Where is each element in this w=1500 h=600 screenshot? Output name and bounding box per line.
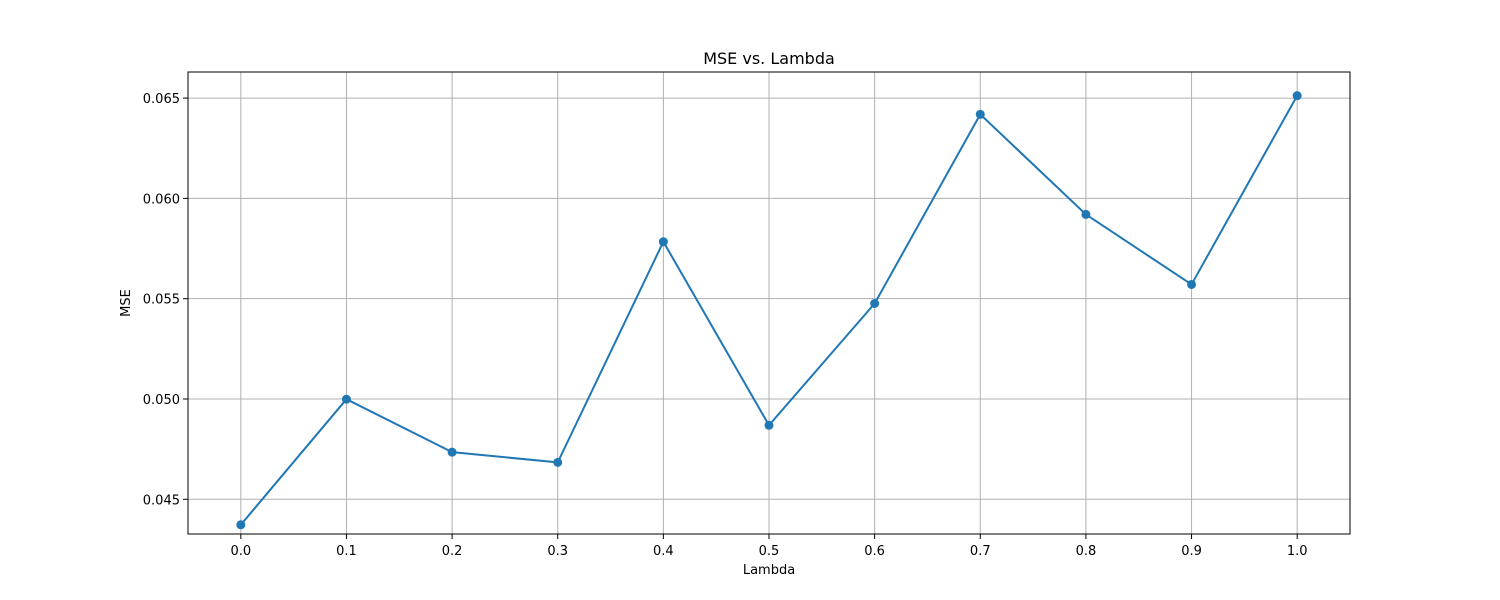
data-point — [975, 109, 985, 119]
y-tick-label: 0.050 — [143, 393, 180, 408]
data-point — [870, 299, 880, 308]
y-tick-label: 0.065 — [143, 92, 180, 107]
x-tick-label: 0.3 — [547, 544, 568, 559]
data-point — [447, 447, 457, 457]
data-point — [764, 420, 774, 430]
x-tick-label: 0.7 — [970, 544, 991, 559]
x-tick-label: 0.1 — [336, 544, 357, 559]
chart-title: MSE vs. Lambda — [703, 49, 835, 68]
x-tick-label: 0.9 — [1181, 544, 1202, 559]
data-point — [236, 520, 246, 530]
x-tick-label: 0.6 — [864, 544, 885, 559]
data-point — [658, 237, 668, 247]
data-point — [1292, 91, 1302, 101]
x-tick-label: 0.0 — [230, 544, 251, 559]
data-point — [1081, 209, 1091, 219]
y-tick-label: 0.055 — [143, 293, 180, 308]
x-axis-label: Lambda — [743, 563, 795, 578]
x-tick-label: 0.2 — [442, 544, 463, 559]
y-axis-label: MSE — [119, 289, 134, 317]
data-point — [553, 457, 563, 467]
data-point — [1187, 279, 1197, 289]
x-tick-label: 0.5 — [759, 544, 780, 559]
x-axis-ticks: 0.0 0.1 0.2 0.3 0.4 0.5 0.6 0.7 0.8 0.9 1.0 — [230, 534, 1308, 559]
x-tick-label: 1.0 — [1287, 544, 1308, 559]
grid-lines — [188, 72, 1350, 534]
y-tick-label: 0.060 — [143, 192, 180, 207]
series-layer — [236, 91, 1302, 530]
x-tick-label: 0.4 — [653, 544, 674, 559]
y-axis-ticks: 0.045 0.050 0.055 0.060 0.065 — [143, 92, 188, 508]
y-tick-label: 0.045 — [143, 493, 180, 508]
data-point — [341, 394, 351, 404]
x-tick-label: 0.8 — [1076, 544, 1097, 559]
